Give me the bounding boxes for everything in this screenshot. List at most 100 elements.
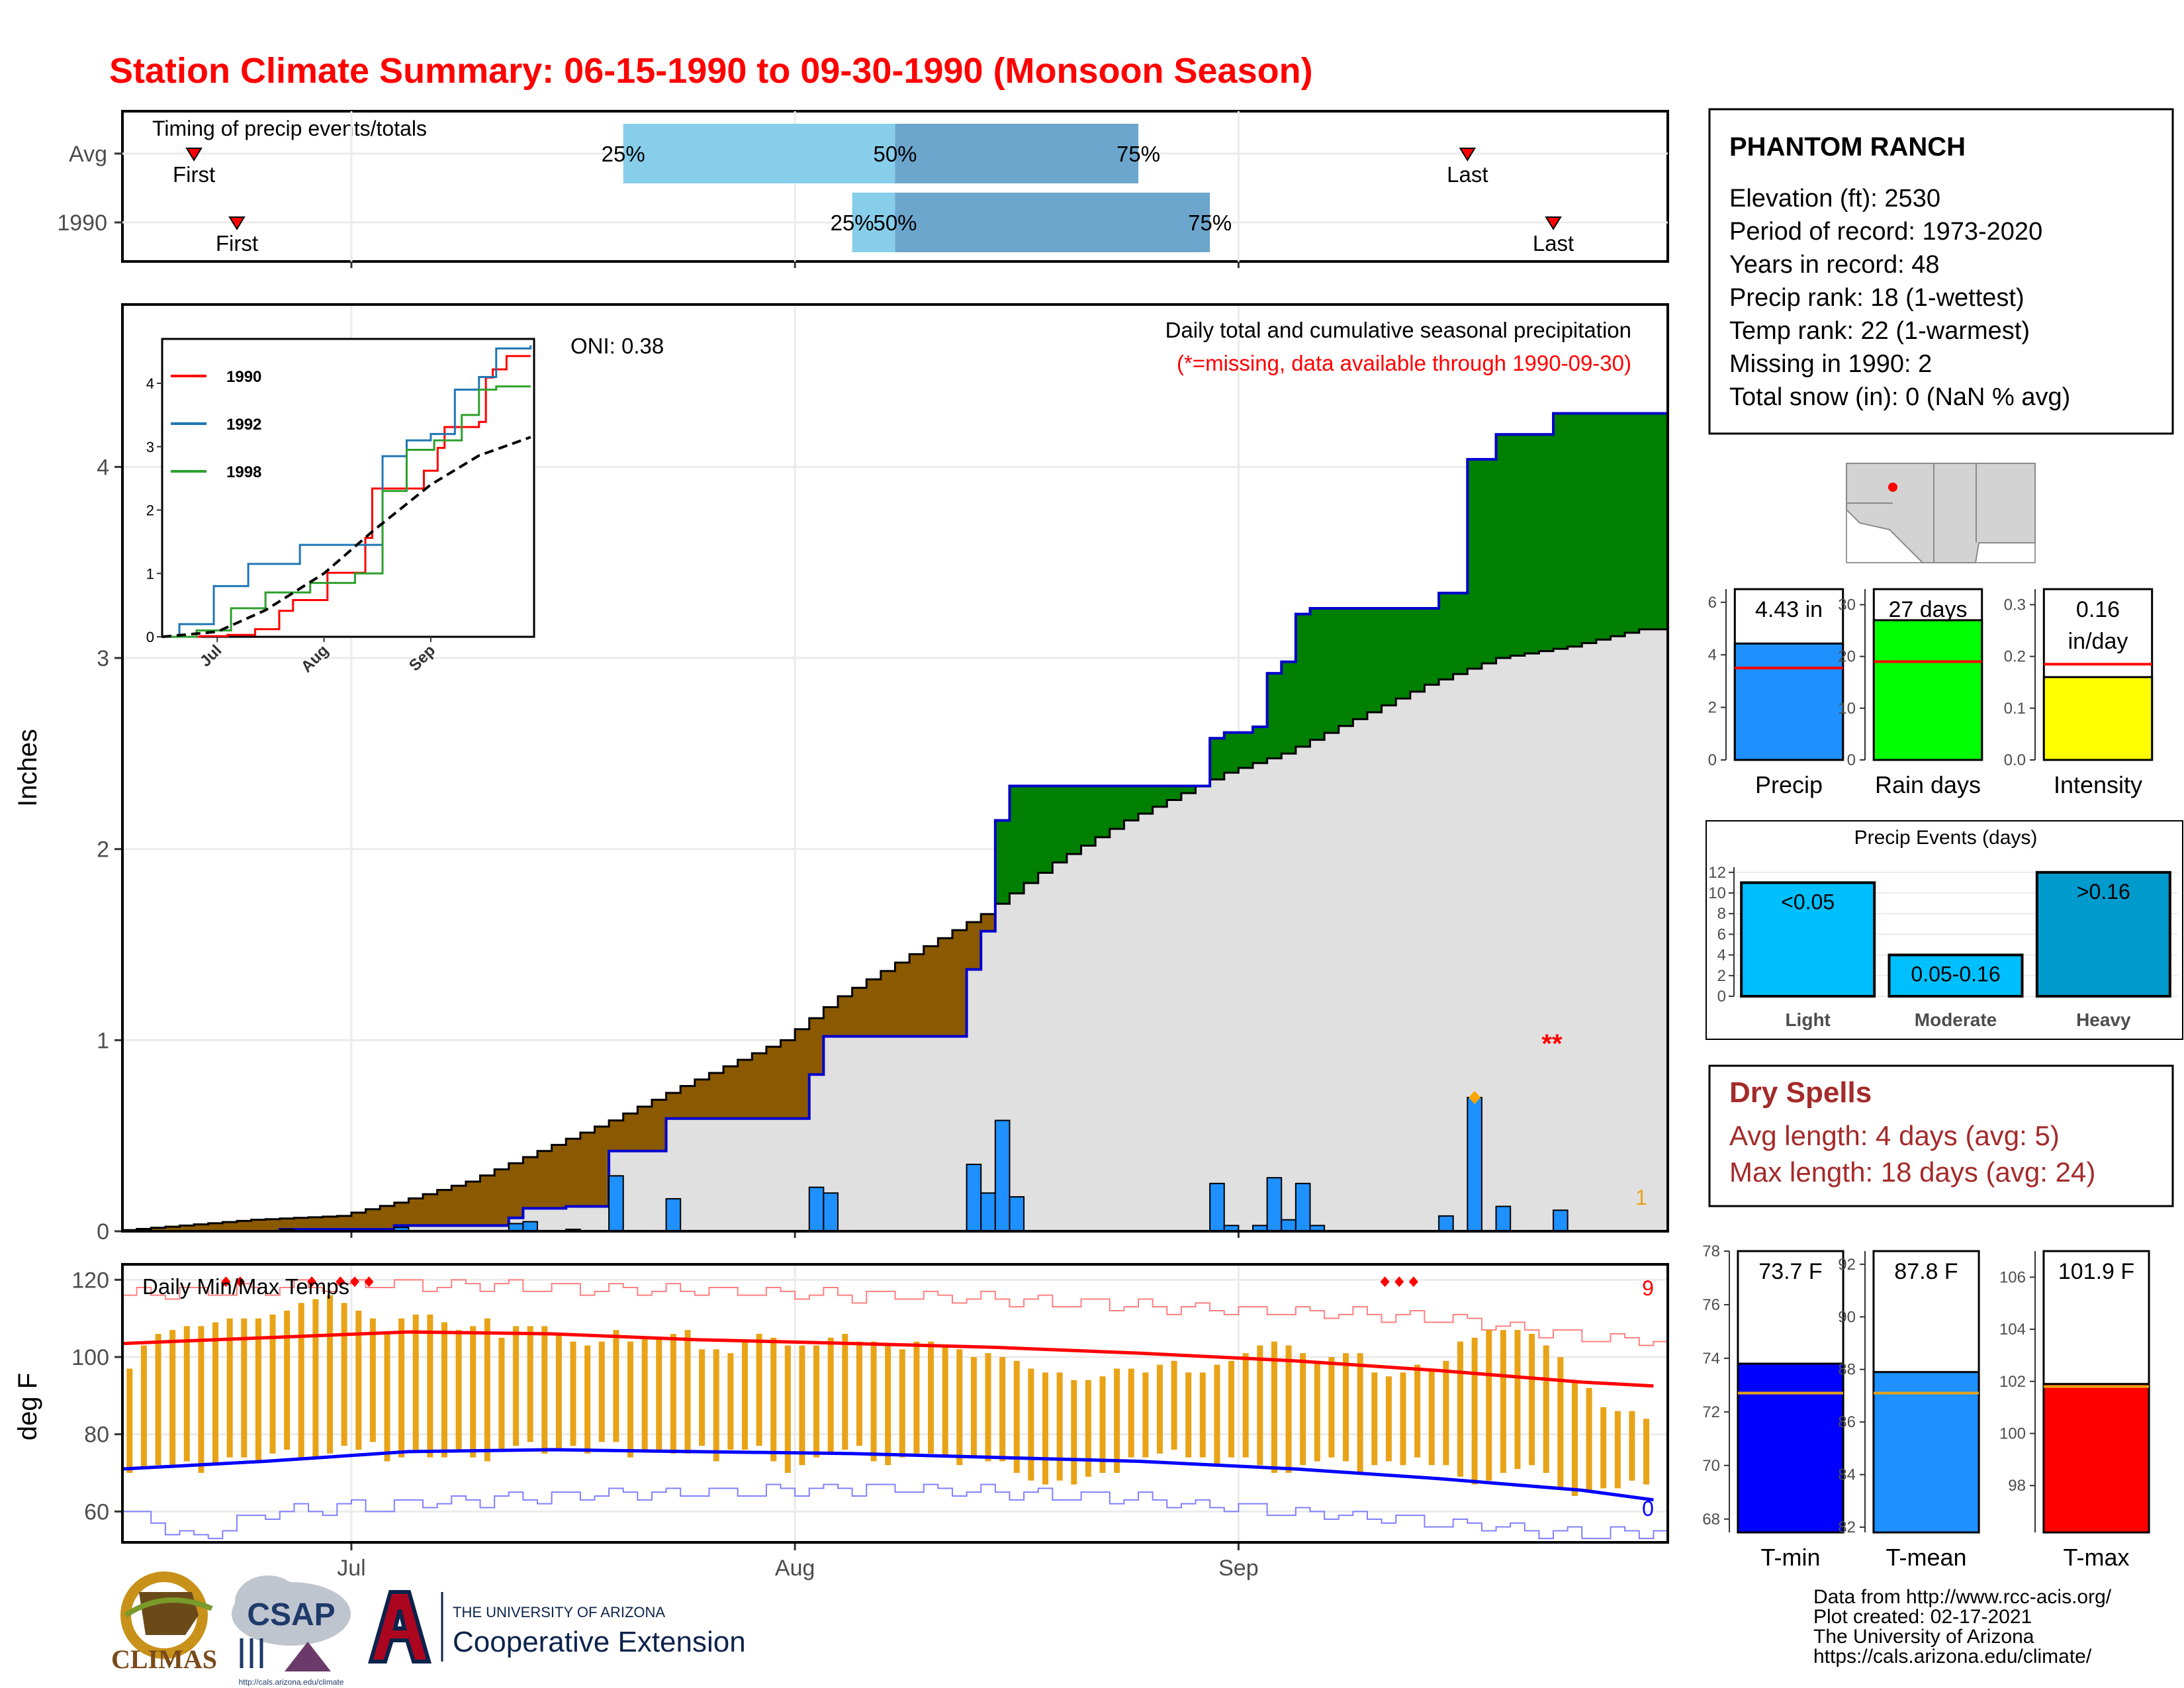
map-state-borders — [1846, 463, 1977, 563]
above-avg-fill — [1109, 786, 1125, 829]
daily-temp-bar — [1500, 1330, 1506, 1473]
daily-temp-bar — [1028, 1368, 1034, 1481]
below-avg-fill — [394, 1202, 410, 1226]
ua-logo: THE UNIVERSITY OF ARIZONA Cooperative Ex… — [361, 1589, 746, 1664]
small-ytick-label: 92 — [1838, 1256, 1856, 1274]
daily-temp-bar — [1543, 1345, 1549, 1473]
above-avg-fill — [1052, 786, 1068, 863]
avg-min-line — [122, 1448, 1654, 1502]
below-avg-fill — [494, 1169, 510, 1226]
small-ytick-label: 86 — [1838, 1413, 1856, 1431]
record-min-line — [122, 1483, 1668, 1540]
above-avg-fill — [1138, 786, 1154, 814]
below-avg-fill — [508, 1163, 523, 1218]
daily-temp-bar — [226, 1318, 233, 1458]
below-avg-fill — [351, 1212, 367, 1230]
record-heat-marker-icon — [235, 1276, 245, 1288]
record-heat-marker-icon — [364, 1276, 374, 1288]
daily-temp-bar — [212, 1322, 219, 1466]
below-avg-fill — [151, 1227, 166, 1231]
daily-temp-bar — [1142, 1372, 1149, 1458]
daily-temp-bar — [1557, 1357, 1564, 1489]
precip-ytick-label: 3 — [97, 646, 109, 671]
daily-precip-bar — [994, 1119, 1011, 1232]
daily-temp-bar — [570, 1341, 576, 1446]
events-bar-label: 0.05-0.16 — [1911, 962, 2000, 986]
small-bar-value-label: 101.9 F — [2058, 1259, 2134, 1284]
below-avg-fill — [923, 946, 938, 1037]
timing-panel: Timing of precip events/totals Avg 25% 50%… — [57, 110, 1669, 268]
daily-temp-bar — [1128, 1368, 1134, 1458]
small-bar-unit-label: in/day — [2068, 629, 2128, 654]
small-bar-value-label: 27 days — [1888, 597, 1967, 622]
below-avg-fill — [737, 1060, 752, 1119]
observed-cumulative-line — [122, 412, 1668, 1233]
above-avg-fill — [1481, 459, 1497, 664]
dry-spells-avg: Avg length: 4 days (avg: 5) — [1729, 1120, 2060, 1151]
daily-temp-bar — [1156, 1364, 1163, 1454]
daily-temp-bar — [842, 1334, 848, 1450]
inset-ytick-label: 0 — [146, 629, 154, 645]
timing-bar-50-75 — [895, 124, 1139, 183]
daily-temp-bar — [1529, 1334, 1535, 1466]
daily-temp-bar — [956, 1349, 963, 1466]
station-name: PHANTOM RANCH — [1729, 132, 1966, 162]
daily-temp-bar — [1099, 1376, 1106, 1473]
above-avg-fill — [1353, 608, 1368, 720]
daily-temp-bar — [412, 1314, 419, 1450]
daily-temp-bar — [1257, 1345, 1263, 1466]
csap-url: http://cals.arizona.edu/climate — [239, 1677, 344, 1687]
timing-marker-icon — [1459, 148, 1477, 162]
below-avg-fill — [809, 1018, 824, 1075]
precip-ytick-label: 2 — [97, 837, 109, 863]
below-avg-fill — [179, 1225, 195, 1231]
small-bar-fill — [2042, 1383, 2150, 1534]
daily-temp-bar — [1414, 1364, 1421, 1458]
avg-cumulative-area — [122, 629, 1668, 1231]
daily-temp-bar — [613, 1330, 619, 1442]
missing-marker: ** — [1541, 1029, 1563, 1058]
record-heat-marker-icon — [349, 1276, 359, 1288]
above-avg-fill — [1367, 608, 1383, 712]
precip-total-chart: 0 2 4 6 4.43 in Precip — [1708, 588, 1844, 798]
footer-line-2: Plot created: 02-17-2021 — [1813, 1606, 2032, 1628]
below-avg-fill — [795, 1029, 810, 1119]
daily-temp-bar — [770, 1337, 777, 1462]
small-ytick-label: 106 — [1999, 1268, 2026, 1286]
events-ytick-label: 2 — [1717, 967, 1726, 985]
daily-temp-bar — [584, 1345, 591, 1454]
below-avg-fill — [981, 914, 996, 931]
small-ytick-label: 98 — [2008, 1477, 2026, 1495]
inset-series-line — [161, 436, 531, 638]
above-avg-fill — [1381, 608, 1396, 706]
below-avg-fill — [265, 1219, 281, 1231]
record-heat-marker-icon — [1394, 1276, 1404, 1288]
small-bar-fill — [1737, 1362, 1844, 1534]
daily-precip-bar — [823, 1192, 839, 1233]
daily-temp-bar — [284, 1311, 291, 1450]
daily-temp-bar — [856, 1341, 862, 1446]
small-ytick-label: 0.3 — [2004, 596, 2026, 614]
daily-temp-bar — [1199, 1372, 1206, 1458]
daily-temp-bar — [1343, 1353, 1349, 1462]
daily-precip-bar — [1438, 1215, 1454, 1233]
below-avg-fill — [222, 1222, 238, 1231]
record-heat-marker-icon — [1380, 1276, 1390, 1288]
inset-series-line — [162, 355, 531, 638]
small-ytick-label: 84 — [1838, 1466, 1856, 1484]
below-avg-fill — [580, 1133, 596, 1207]
temp-min-chart: 68 70 72 74 76 78 73.7 F T-min — [1702, 1243, 1844, 1571]
events-category: Heavy — [2076, 1009, 2131, 1030]
daily-temp-bar — [1214, 1364, 1220, 1466]
small-bar-value-label: 4.43 in — [1755, 597, 1823, 622]
daily-temp-bar — [1457, 1341, 1464, 1477]
daily-temp-bar — [513, 1326, 520, 1446]
inset-ytick-label: 4 — [146, 375, 154, 392]
daily-temp-bar — [1357, 1353, 1363, 1473]
above-avg-fill — [1167, 786, 1182, 800]
precip-events-panel: Precip Events (days) 0 2 4 6 8 10 12 <0.05 Light… — [1706, 820, 2183, 1040]
station-info-line: Missing in 1990: 2 — [1729, 350, 1932, 378]
above-avg-fill — [1295, 614, 1311, 747]
record-heat-marker-icon — [336, 1276, 345, 1288]
